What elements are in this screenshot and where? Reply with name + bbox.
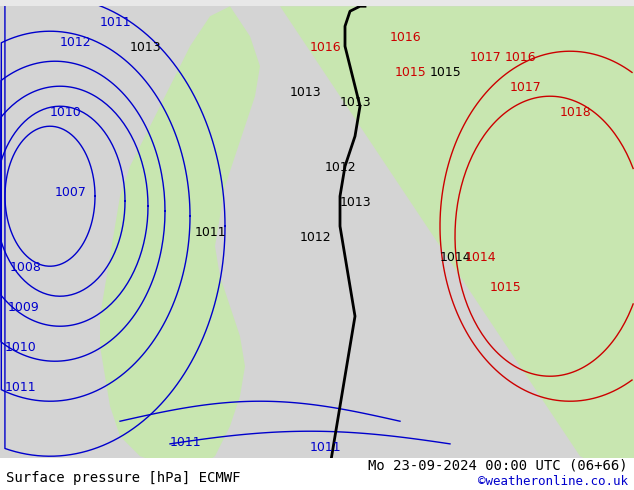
Polygon shape (280, 6, 634, 466)
Text: 1010: 1010 (50, 106, 82, 119)
Text: 1015: 1015 (430, 66, 462, 79)
Text: 1013: 1013 (340, 96, 372, 109)
Text: 1013: 1013 (290, 86, 321, 99)
Text: 1010: 1010 (5, 341, 37, 354)
Text: 1011: 1011 (5, 381, 37, 394)
Text: 1014: 1014 (440, 251, 472, 264)
Text: 1011: 1011 (195, 226, 226, 239)
Text: 1014: 1014 (465, 251, 496, 264)
Text: Surface pressure [hPa] ECMWF: Surface pressure [hPa] ECMWF (5, 484, 219, 490)
Text: 1016: 1016 (505, 51, 536, 64)
Text: Mo 23-09-2024 00:00 UTC (06+66): Mo 23-09-2024 00:00 UTC (06+66) (368, 459, 628, 473)
Text: 1015: 1015 (395, 66, 427, 79)
Text: Surface pressure [hPa] ECMWF: Surface pressure [hPa] ECMWF (6, 471, 241, 485)
Text: 1007: 1007 (55, 186, 87, 199)
Text: 1012: 1012 (325, 161, 356, 174)
Text: 1012: 1012 (300, 231, 332, 244)
Text: 1018: 1018 (560, 106, 592, 119)
Text: 1013: 1013 (130, 41, 162, 54)
Text: ©weatheronline.co.uk: ©weatheronline.co.uk (477, 474, 628, 488)
Text: 1008: 1008 (10, 261, 42, 274)
Polygon shape (100, 6, 260, 466)
Text: 1013: 1013 (340, 196, 372, 209)
Text: 1016: 1016 (310, 41, 342, 54)
Text: 1011: 1011 (100, 16, 132, 29)
Text: 1015: 1015 (490, 281, 522, 294)
Text: 1011: 1011 (170, 436, 202, 449)
Text: 1017: 1017 (510, 81, 541, 94)
Text: 1017: 1017 (470, 51, 501, 64)
Text: 1011: 1011 (310, 441, 342, 454)
Text: 1016: 1016 (390, 31, 422, 44)
Text: 1012: 1012 (60, 36, 92, 49)
Text: 1009: 1009 (8, 301, 40, 314)
